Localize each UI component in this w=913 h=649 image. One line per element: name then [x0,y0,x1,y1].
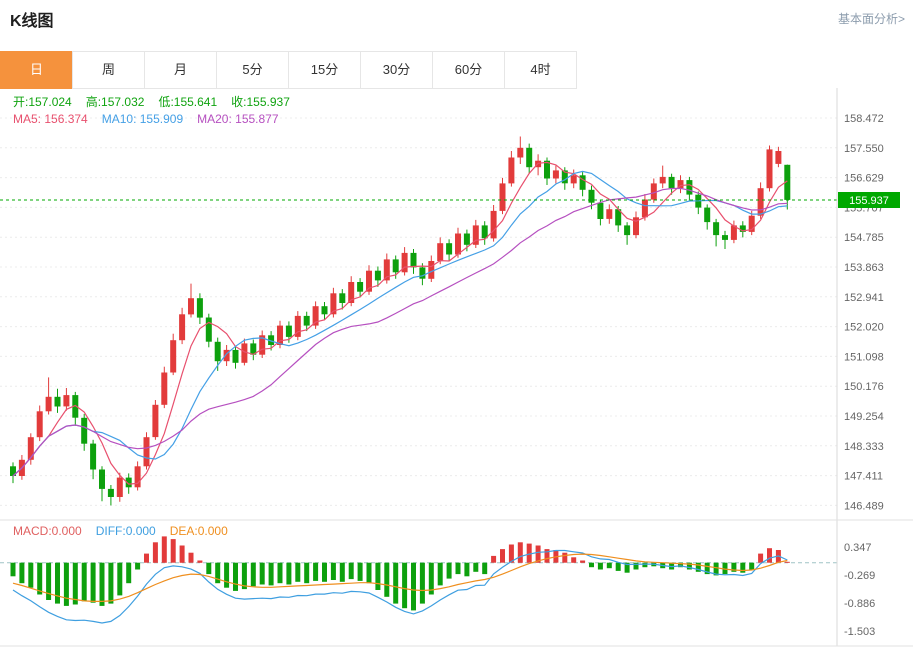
svg-text:157.550: 157.550 [844,143,884,155]
svg-text:148.333: 148.333 [844,441,884,453]
svg-text:154.785: 154.785 [844,232,884,244]
ma20-value: MA20: 155.877 [197,112,279,126]
svg-text:155.937: 155.937 [849,195,889,207]
frame-lines [0,88,913,647]
svg-text:158.472: 158.472 [844,113,884,125]
svg-text:147.411: 147.411 [844,471,883,483]
diff-value: DIFF:0.000 [95,524,156,538]
svg-text:152.020: 152.020 [844,322,884,334]
svg-text:146.489: 146.489 [844,500,884,512]
svg-text:0.347: 0.347 [844,542,872,554]
svg-text:-1.503: -1.503 [844,626,875,638]
svg-text:151.098: 151.098 [844,351,884,363]
ohlc-row: 开:157.024 高:157.032 低:155.641 收:155.937 [13,93,304,110]
candles-layer [10,136,791,506]
macd-header-row: MACD:0.000 DIFF:0.000 DEA:0.000 [13,524,242,538]
kline-chart[interactable]: 158.472 157.550 156.629 155.707 154.785 153.8… [0,88,913,649]
timeframe-tab-5m[interactable]: 5分 [216,51,289,89]
svg-text:156.629: 156.629 [844,173,884,185]
high-value: 高:157.032 [85,95,145,109]
svg-text:150.176: 150.176 [844,381,884,393]
svg-text:-0.886: -0.886 [844,598,875,610]
ma10-value: MA10: 155.909 [101,112,184,126]
close-value: 收:155.937 [231,95,290,109]
svg-text:153.863: 153.863 [844,262,884,274]
macd-panel [0,536,837,624]
timeframe-tab-15m[interactable]: 15分 [288,51,361,89]
timeframe-tab-60m[interactable]: 60分 [432,51,505,89]
moving-average-lines [12,161,788,485]
timeframe-tab-day[interactable]: 日 [0,51,73,89]
timeframe-tab-30m[interactable]: 30分 [360,51,433,89]
macd-value: MACD:0.000 [13,524,82,538]
ma5-value: MA5: 156.374 [13,112,88,126]
open-value: 开:157.024 [13,95,72,109]
svg-text:152.941: 152.941 [844,292,884,304]
timeframe-tabs: 日周月 5分 15分 30分 60分 4时 [0,51,577,89]
timeframe-tab-4h[interactable]: 4时 [504,51,577,89]
price-badge: 155.937 [838,192,900,208]
svg-text:-0.269: -0.269 [844,570,875,582]
timeframe-tab-month[interactable]: 月 [144,51,217,89]
ma-row: MA5: 156.374 MA10: 155.909 MA20: 155.877 [13,112,293,126]
low-value: 低:155.641 [158,95,218,109]
page-title: K线图 [10,13,54,30]
axis-labels: 158.472157.550156.629155.707154.785153.8… [844,113,884,638]
grid-layer [0,117,837,506]
timeframe-tab-week[interactable]: 周 [72,51,145,89]
dea-value: DEA:0.000 [169,524,228,538]
svg-text:149.254: 149.254 [844,411,884,423]
fundamental-analysis-link[interactable]: 基本面分析> [837,12,905,26]
